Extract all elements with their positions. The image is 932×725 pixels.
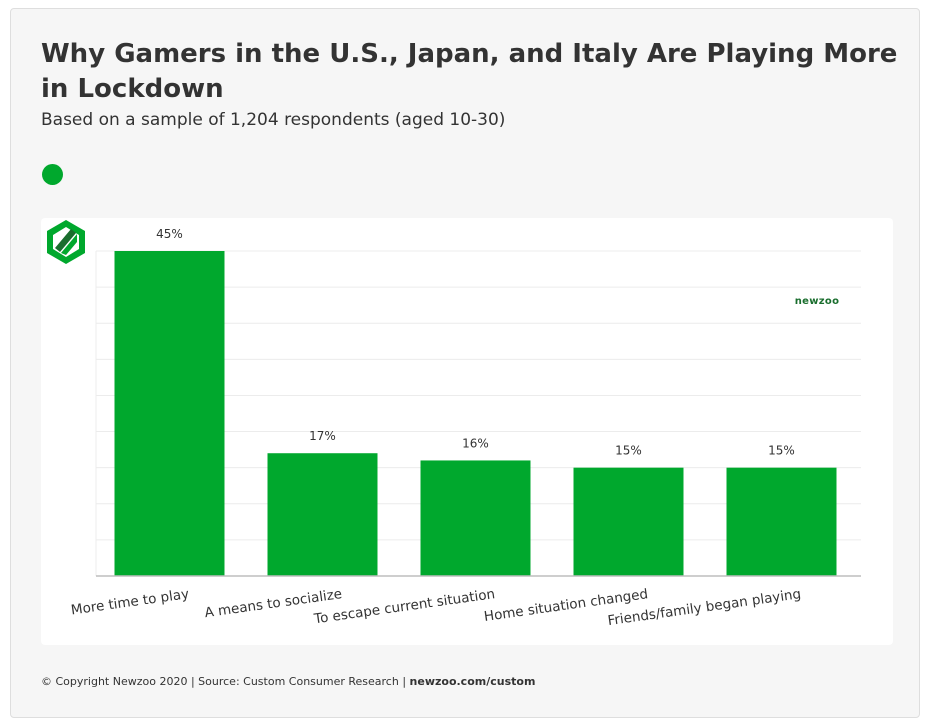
data-label: 15% [615, 444, 642, 458]
data-label: 45% [156, 227, 183, 241]
newzoo-logo-icon [47, 220, 85, 264]
chart-title: Why Gamers in the U.S., Japan, and Italy… [41, 39, 898, 104]
bar [267, 453, 378, 576]
bar [114, 251, 225, 576]
footer-copyright: © Copyright Newzoo 2020 | Source: Custom… [41, 675, 410, 688]
bar [726, 467, 837, 576]
x-tick-label: More time to play [70, 586, 190, 618]
bar [420, 460, 531, 576]
legend-marker [42, 164, 63, 185]
logo-text: newzoo [794, 296, 840, 307]
bar [573, 467, 684, 576]
chart-card: Why Gamers in the U.S., Japan, and Italy… [10, 8, 920, 718]
data-label: 15% [768, 444, 795, 458]
chart-subtitle: Based on a sample of 1,204 respondents (… [41, 110, 506, 130]
data-label: 17% [309, 429, 336, 443]
data-label: 16% [462, 436, 489, 450]
footer: © Copyright Newzoo 2020 | Source: Custom… [41, 675, 535, 688]
footer-link[interactable]: newzoo.com/custom [409, 675, 536, 688]
plot-panel: 45% More time to play 17% A means to social… [41, 218, 893, 645]
